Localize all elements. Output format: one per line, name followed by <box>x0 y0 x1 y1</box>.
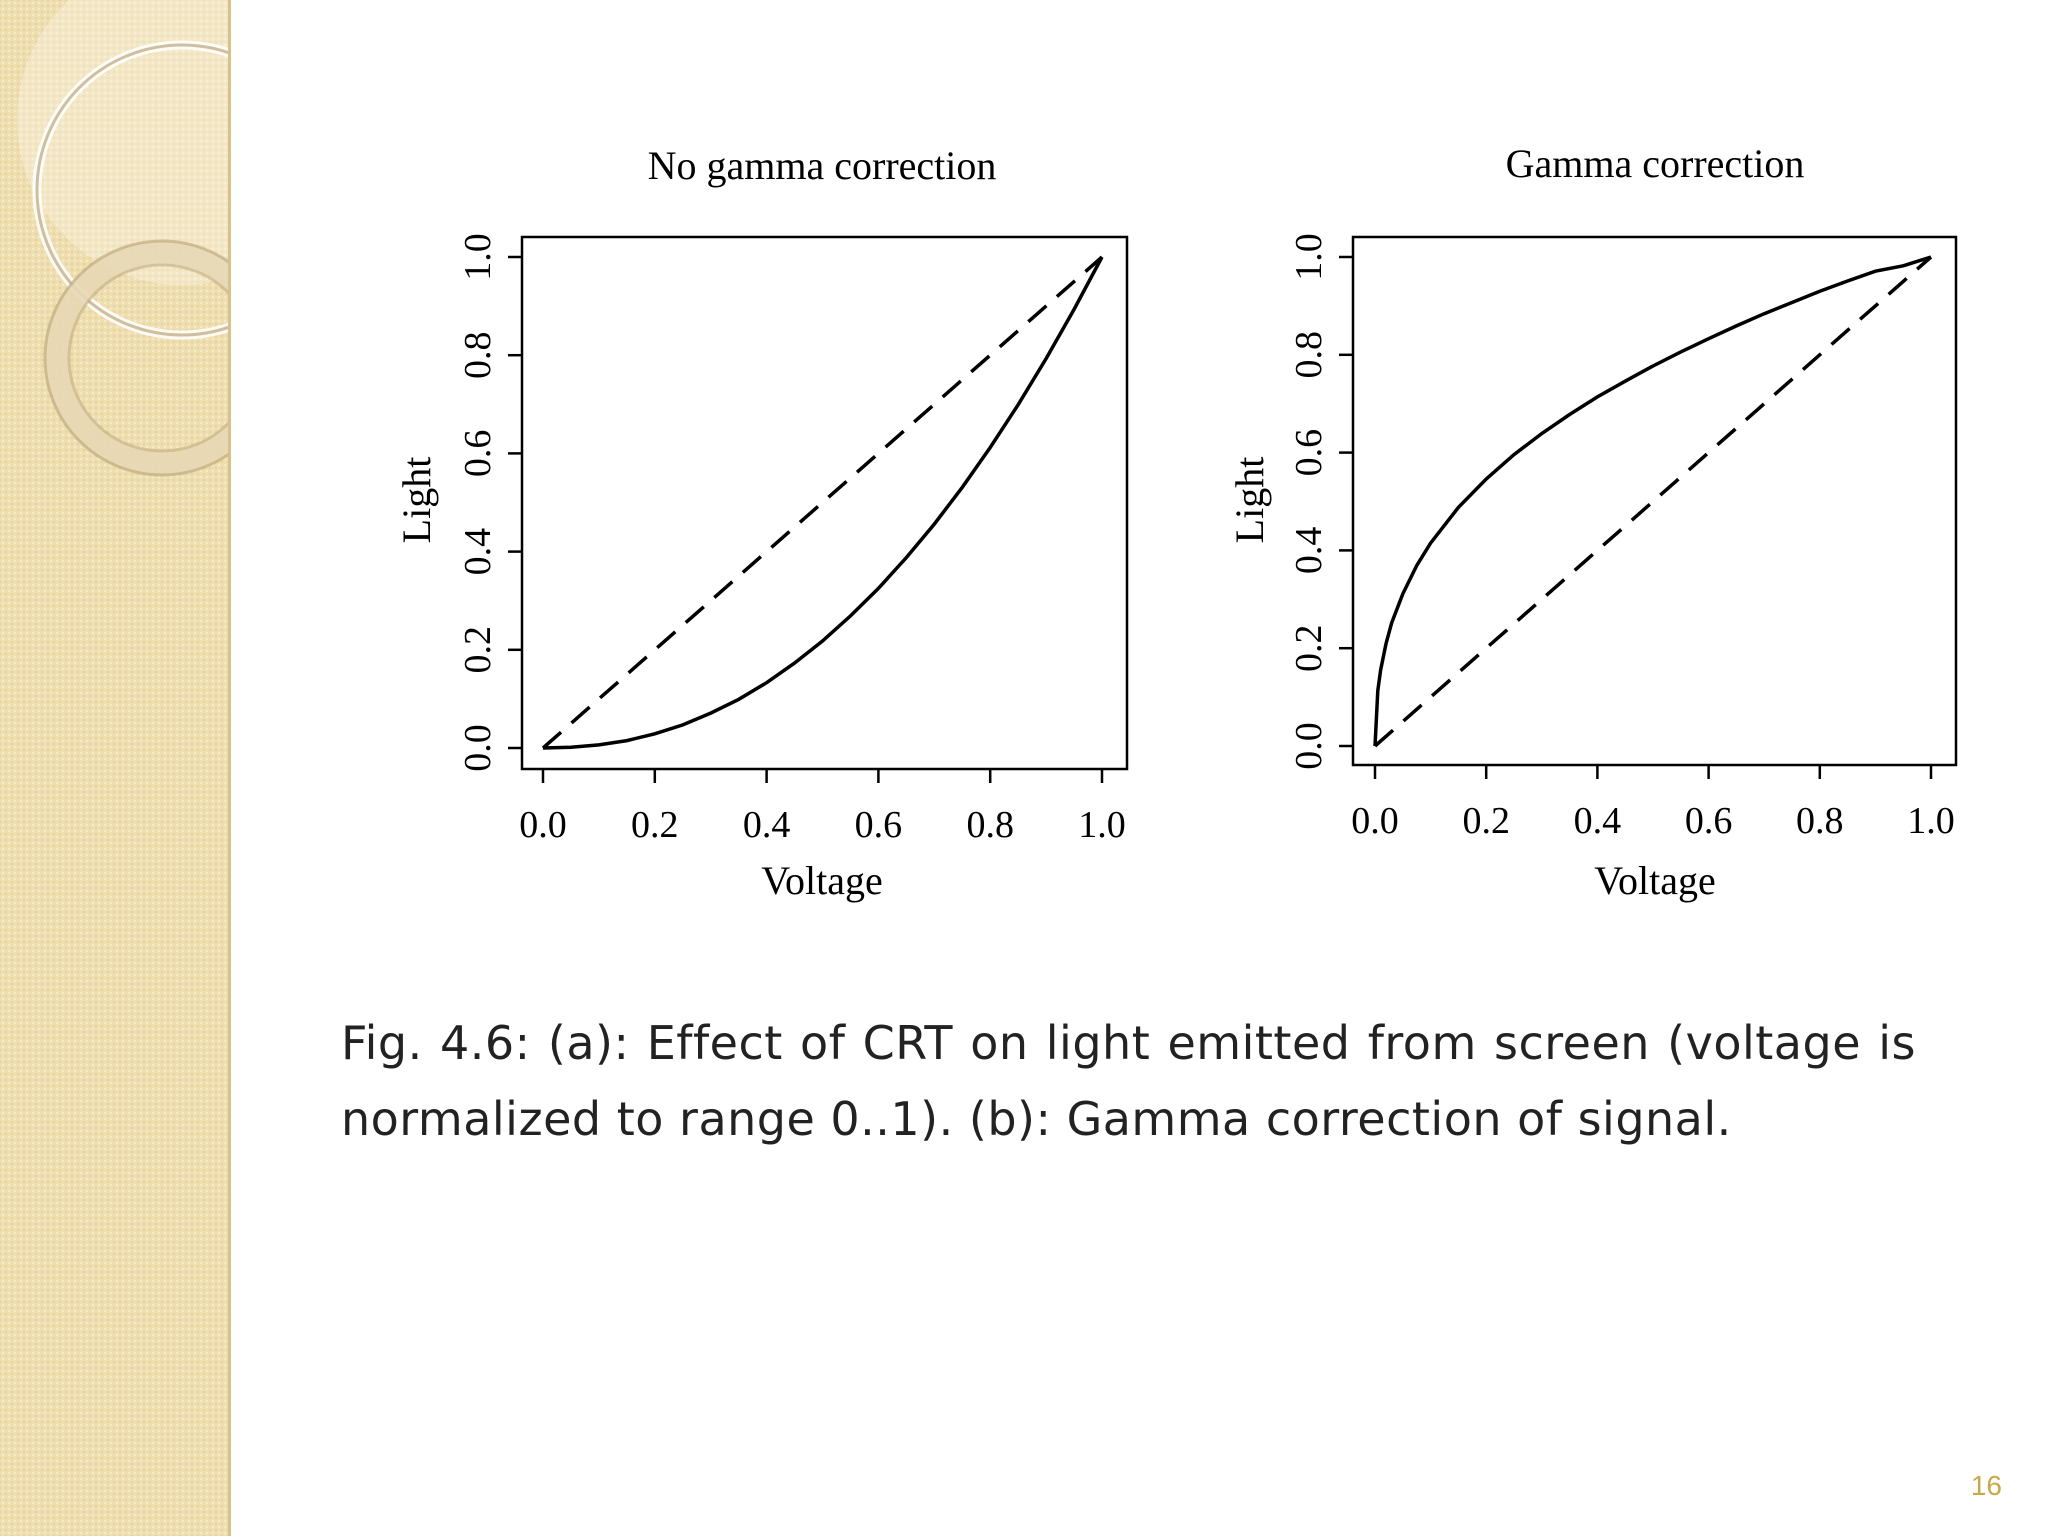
series-line-solid <box>542 256 1104 750</box>
x-tick-label: 0.6 <box>855 804 903 846</box>
y-ticks: 0.0 0.2 0.4 0.6 0.8 1.0 <box>1288 233 1353 770</box>
x-tick-label: 0.4 <box>743 804 791 846</box>
x-axis-label: Voltage <box>761 858 882 903</box>
x-tick-label: 0.8 <box>1796 800 1844 842</box>
y-tick-label: 1.0 <box>457 233 499 281</box>
figure-caption: Fig. 4.6: (a): Effect of CRT on light em… <box>341 1016 1916 1146</box>
x-tick-label: 0.0 <box>1351 800 1399 842</box>
x-ticks: 0.0 0.2 0.4 0.6 0.8 1.0 <box>519 769 1126 846</box>
x-ticks: 0.0 0.2 0.4 0.6 0.8 1.0 <box>1351 765 1955 842</box>
decorative-rings <box>17 0 228 477</box>
series-line-dashed <box>541 255 1104 750</box>
page-number: 16 <box>1970 1470 2002 1501</box>
x-tick-label: 0.8 <box>966 804 1014 846</box>
x-tick-label: 0.2 <box>1462 800 1510 842</box>
y-tick-label: 0.2 <box>1288 624 1330 672</box>
x-tick-label: 0.4 <box>1574 800 1622 842</box>
x-tick-label: 0.0 <box>519 804 567 846</box>
y-tick-label: 0.8 <box>1288 331 1330 379</box>
y-axis-label: Light <box>394 457 439 544</box>
y-tick-label: 0.4 <box>457 528 499 576</box>
series-line-solid <box>1373 255 1932 747</box>
y-tick-label: 0.0 <box>1288 722 1330 770</box>
decorative-sidebar <box>0 0 231 1536</box>
plot-frame <box>1351 235 1958 767</box>
x-tick-label: 0.2 <box>631 804 679 846</box>
x-tick-label: 1.0 <box>1078 804 1126 846</box>
plot-frame <box>520 235 1129 771</box>
y-axis-label: Light <box>1227 457 1272 544</box>
y-tick-label: 0.8 <box>457 331 499 379</box>
chart-title: No gamma correction <box>648 143 997 188</box>
y-ticks: 0.0 0.2 0.4 0.6 0.8 1.0 <box>457 233 522 772</box>
y-tick-label: 0.4 <box>1288 527 1330 575</box>
y-tick-label: 1.0 <box>1288 233 1330 281</box>
chart-gamma-correction: Gamma correction 0.0 0.2 0.4 0.6 0.8 1.0 0.00… <box>1227 141 1958 903</box>
chart-title: Gamma correction <box>1506 141 1805 186</box>
x-tick-label: 0.6 <box>1685 800 1733 842</box>
series-line-dashed <box>1373 255 1933 748</box>
charts-canvas: No gamma correction 0.0 0.2 0.4 0.6 0.8 1.0 0… <box>394 141 1958 903</box>
y-tick-label: 0.2 <box>457 626 499 674</box>
y-tick-label: 0.6 <box>457 430 499 478</box>
x-axis-label: Voltage <box>1594 858 1715 903</box>
chart-no-gamma: No gamma correction 0.0 0.2 0.4 0.6 0.8 1.0 0… <box>394 143 1129 903</box>
y-tick-label: 0.0 <box>457 724 499 772</box>
x-tick-label: 1.0 <box>1907 800 1955 842</box>
y-tick-label: 0.6 <box>1288 429 1330 477</box>
